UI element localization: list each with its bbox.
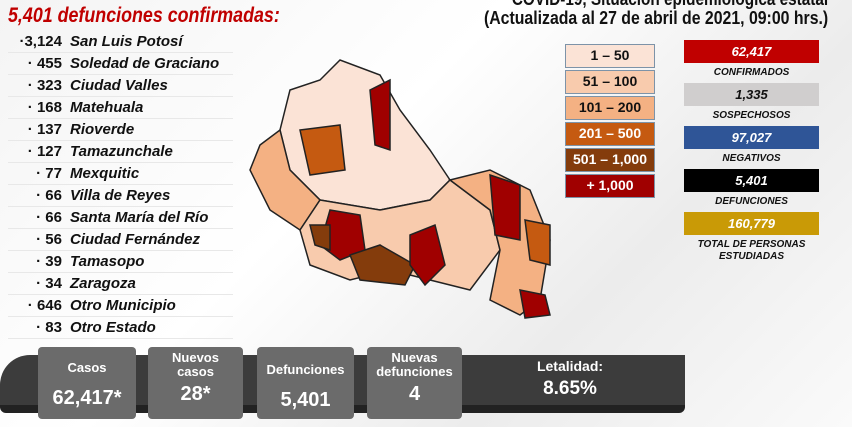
municipality-name: Zaragoza (70, 275, 136, 292)
map-region-tamazunchale (519, 289, 551, 319)
death-count: · 77 (36, 165, 62, 182)
list-item: · 39 Tamasopo (8, 251, 233, 273)
map-region-west (249, 128, 321, 232)
stat-value: 5,401 (684, 169, 819, 192)
death-count: · 34 (36, 275, 62, 292)
card-value: 4 (408, 383, 421, 405)
death-count: · 39 (36, 253, 62, 270)
state-map (249, 59, 551, 319)
stat-item: 5,401 DEFUNCIONES (684, 169, 819, 212)
municipality-name: Soledad de Graciano (70, 55, 220, 72)
stat-label: TOTAL DE PERSONAS ESTUDIADAS (697, 239, 806, 262)
list-item: · 56 Ciudad Fernández (8, 229, 233, 251)
card-value: 28* (180, 383, 211, 405)
card-value: 62,417* (52, 387, 122, 409)
list-item: · 168 Matehuala (8, 97, 233, 119)
death-count: · 66 (36, 209, 62, 226)
municipality-name: Tamazunchale (70, 143, 173, 160)
map-region-villa-reyes (349, 244, 416, 286)
municipality-name: Ciudad Fernández (70, 231, 201, 248)
report-heading-clipped: COVID-19, Situación epidemiológica estat… (512, 0, 828, 10)
list-item: · 323 Ciudad Valles (8, 75, 233, 97)
stat-item: 1,335 SOSPECHOSOS (684, 83, 819, 126)
letalidad-value: 8.65% (543, 378, 597, 399)
death-count: · 127 (27, 143, 62, 160)
municipality-name: Ciudad Valles (70, 77, 168, 94)
summary-bar-right (455, 355, 685, 413)
card-label: Defunciones (266, 362, 345, 377)
letalidad-label: Letalidad: (536, 358, 604, 374)
death-count: · 168 (27, 99, 62, 116)
list-item: · 137 Rioverde (8, 119, 233, 141)
card-nuevos-casos: Nuevos casos 28* (148, 347, 243, 419)
stats-panel: 62,417 CONFIRMADOS 1,335 SOSPECHOSOS 97,027 N… (684, 40, 819, 262)
stat-label: SOSPECHOSOS (712, 110, 791, 121)
municipality-name: Otro Estado (70, 319, 156, 336)
card-nuevas-defunciones: Nuevas defunciones 4 (367, 347, 462, 419)
legend-item: 1 – 50 (565, 44, 655, 68)
death-count: · 455 (27, 55, 62, 72)
card-label: Casos (67, 360, 107, 375)
list-item: · 77 Mexquitic (8, 163, 233, 185)
card-casos: Casos 62,417* (38, 347, 136, 419)
municipality-name: Mexquitic (70, 165, 140, 182)
stat-value: 160,779 (684, 212, 819, 235)
legend-item: + 1,000 (565, 174, 655, 198)
stat-item: 62,417 CONFIRMADOS (684, 40, 819, 83)
death-count: ·3,124 (19, 33, 62, 50)
municipality-name: Santa María del Río (70, 209, 209, 226)
stat-item: 97,027 NEGATIVOS (684, 126, 819, 169)
municipality-list: ·3,124 San Luis Potosí · 455 Soledad de Gra… (8, 31, 233, 339)
legend-item: 101 – 200 (565, 96, 655, 120)
stat-label: NEGATIVOS (722, 153, 781, 164)
list-item: · 646 Otro Municipio (8, 295, 233, 317)
list-item: · 127 Tamazunchale (8, 141, 233, 163)
card-value: 5,401 (280, 389, 331, 411)
stat-value: 97,027 (684, 126, 819, 149)
map-region-soledad (309, 224, 331, 252)
stat-value: 1,335 (684, 83, 819, 106)
stat-label: CONFIRMADOS (713, 67, 790, 78)
municipality-name: Villa de Reyes (70, 187, 171, 204)
municipality-name: Tamasopo (70, 253, 145, 270)
card-label: Nuevos casos (172, 350, 219, 379)
stat-item: 160,779 TOTAL DE PERSONAS ESTUDIADAS (684, 212, 819, 262)
update-subtitle: (Actualizada al 27 de abril de 2021, 09:… (483, 8, 828, 28)
stat-label: DEFUNCIONES (715, 196, 788, 207)
list-item: · 66 Santa María del Río (8, 207, 233, 229)
municipality-name: Otro Municipio (70, 297, 176, 314)
card-label: Nuevas defunciones (376, 350, 453, 379)
legend-item: 201 – 500 (565, 122, 655, 146)
map-region-valles (489, 173, 521, 241)
map-region-matehuala (369, 78, 391, 152)
list-item: · 34 Zaragoza (8, 273, 233, 295)
death-count: · 66 (36, 187, 62, 204)
map-region-center-west (299, 124, 346, 176)
map-region-center (299, 179, 501, 291)
death-count: · 646 (27, 297, 62, 314)
municipality-name: Matehuala (70, 99, 144, 116)
card-defunciones: Defunciones 5,401 (257, 347, 354, 419)
death-count: · 137 (27, 121, 62, 138)
stat-value: 62,417 (684, 40, 819, 63)
map-legend: 1 – 50 51 – 100 101 – 200 201 – 500 501 – 1,… (565, 44, 655, 200)
list-item: · 66 Villa de Reyes (8, 185, 233, 207)
page-title: 5,401 defunciones confirmadas: (8, 4, 280, 27)
map-region-rioverde (409, 223, 446, 287)
death-count: · 83 (36, 319, 62, 336)
legend-item: 501 – 1,000 (565, 148, 655, 172)
municipality-name: Rioverde (70, 121, 135, 138)
legend-item: 51 – 100 (565, 70, 655, 94)
list-item: · 83 Otro Estado (8, 317, 233, 339)
death-count: · 56 (36, 231, 62, 248)
death-count: · 323 (27, 77, 62, 94)
map-region-tamuin (524, 219, 551, 266)
municipality-name: San Luis Potosí (70, 33, 183, 50)
list-item: ·3,124 San Luis Potosí (8, 31, 233, 53)
letalidad: Letalidad: 8.65% (495, 358, 645, 400)
list-item: · 455 Soledad de Graciano (8, 53, 233, 75)
